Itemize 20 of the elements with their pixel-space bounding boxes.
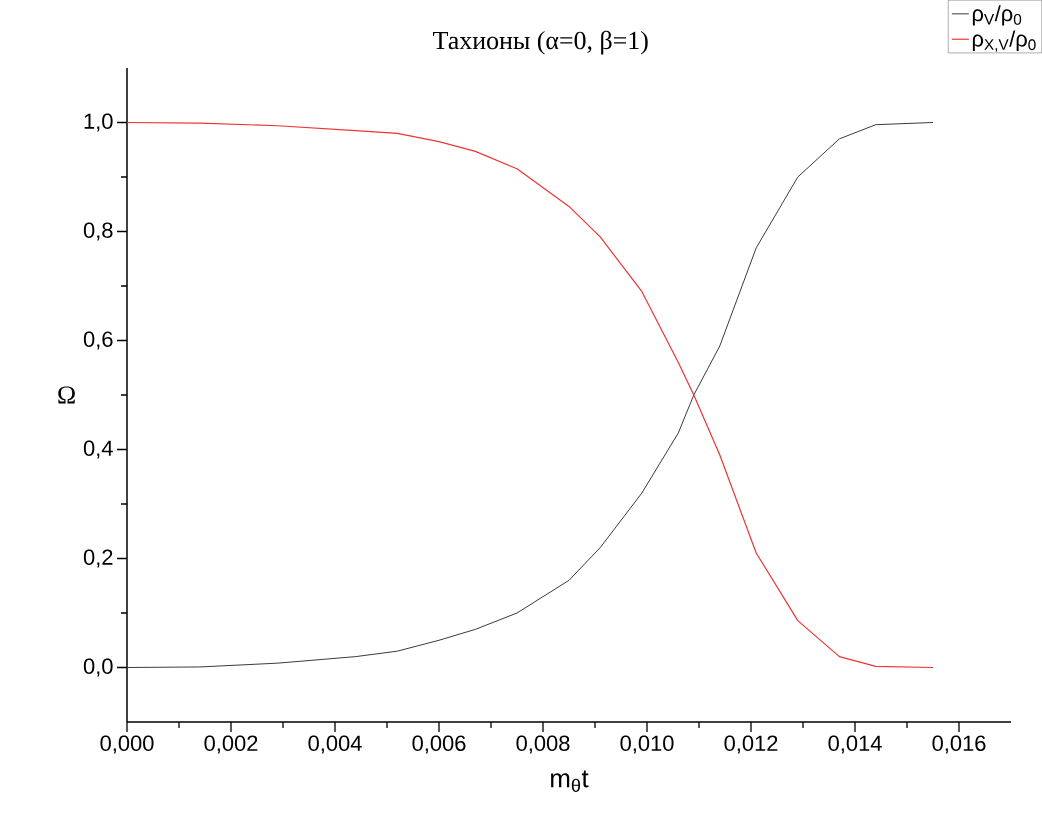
x-tick-label: 0,000 (100, 735, 154, 754)
legend-label: ρ$_{V}$/ρ$_{0}$ (972, 5, 1022, 26)
x-tick-label: 0,010 (620, 735, 674, 754)
x-tick-label: 0,002 (204, 735, 258, 754)
y-tick-label: 0,2 (83, 549, 113, 568)
x-tick-label: 0,016 (932, 735, 986, 754)
x-axis-title: m$_{θ}$t (551, 770, 589, 792)
x-tick-label: 0,004 (308, 735, 362, 754)
x-tick-label: 0,012 (724, 735, 778, 754)
y-tick-label: 0,6 (83, 331, 113, 350)
legend-label: ρ$_{X,V}$/ρ$_{0}$ (972, 30, 1036, 52)
x-tick-label: 0,014 (828, 735, 882, 754)
y-tick-label: 0,8 (83, 222, 113, 241)
x-tick-label: 0,008 (516, 735, 570, 754)
chart-title: Тахионы (α=0, β=1) (433, 30, 648, 55)
y-tick-label: 0,4 (83, 440, 113, 459)
y-tick-label: 1,0 (84, 113, 113, 132)
x-tick-label: 0,006 (412, 735, 466, 754)
y-axis-title: Ω (58, 386, 75, 404)
y-tick-label: 0,0 (83, 658, 113, 677)
